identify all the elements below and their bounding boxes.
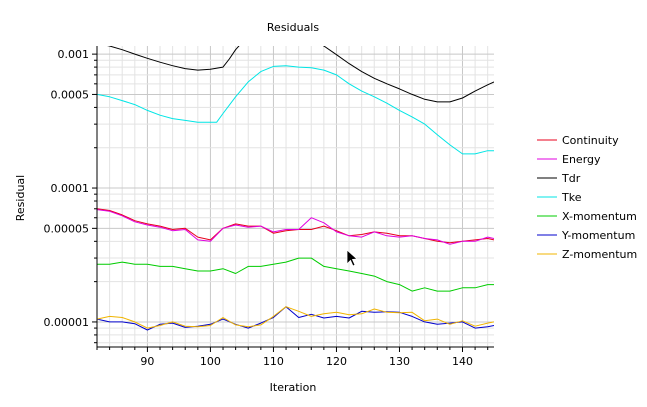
legend-label-continuity: Continuity	[562, 134, 619, 147]
chart-title: Residuals	[267, 21, 319, 34]
grid	[96, 46, 494, 347]
series-layer	[97, 46, 494, 331]
x-tick-label: 100	[200, 355, 221, 368]
mouse-pointer-icon	[346, 249, 358, 267]
x-tick-label: 140	[452, 355, 473, 368]
legend-label-tke: Tke	[561, 191, 582, 204]
legend-label-energy: Energy	[562, 153, 601, 166]
x-tick-label: 130	[389, 355, 410, 368]
legend-label-z-momentum: Z-momentum	[562, 248, 637, 261]
legend-label-x-momentum: X-momentum	[562, 210, 637, 223]
x-tick-label: 110	[263, 355, 284, 368]
y-tick-label: 0.0001	[51, 182, 90, 195]
y-tick-label: 0.00001	[44, 316, 90, 329]
x-tick-label: 90	[140, 355, 154, 368]
series-line-z-momentum	[97, 306, 494, 329]
x-axis-label: Iteration	[270, 381, 317, 394]
y-tick-label: 0.001	[58, 48, 90, 61]
y-tick-label: 0.00005	[44, 222, 90, 235]
legend-label-tdr: Tdr	[561, 172, 581, 185]
axes: 90 100 110 120 130 140 0.00001 0.00005 0.0001 0.0…	[44, 46, 494, 368]
y-axis-label: Residual	[14, 175, 27, 221]
series-line-tke	[97, 65, 494, 155]
legend[interactable]: Continuity Energy Tdr Tke X-momentum Y-moment…	[537, 134, 637, 261]
legend-label-y-momentum: Y-momentum	[561, 229, 635, 242]
x-tick-label: 120	[326, 355, 347, 368]
series-line-energy	[97, 209, 494, 245]
series-line-tdr-segment-2	[322, 46, 494, 103]
series-line-x-momentum	[97, 257, 494, 292]
series-line-tdr	[107, 46, 240, 71]
y-tick-label: 0.0005	[51, 88, 90, 101]
